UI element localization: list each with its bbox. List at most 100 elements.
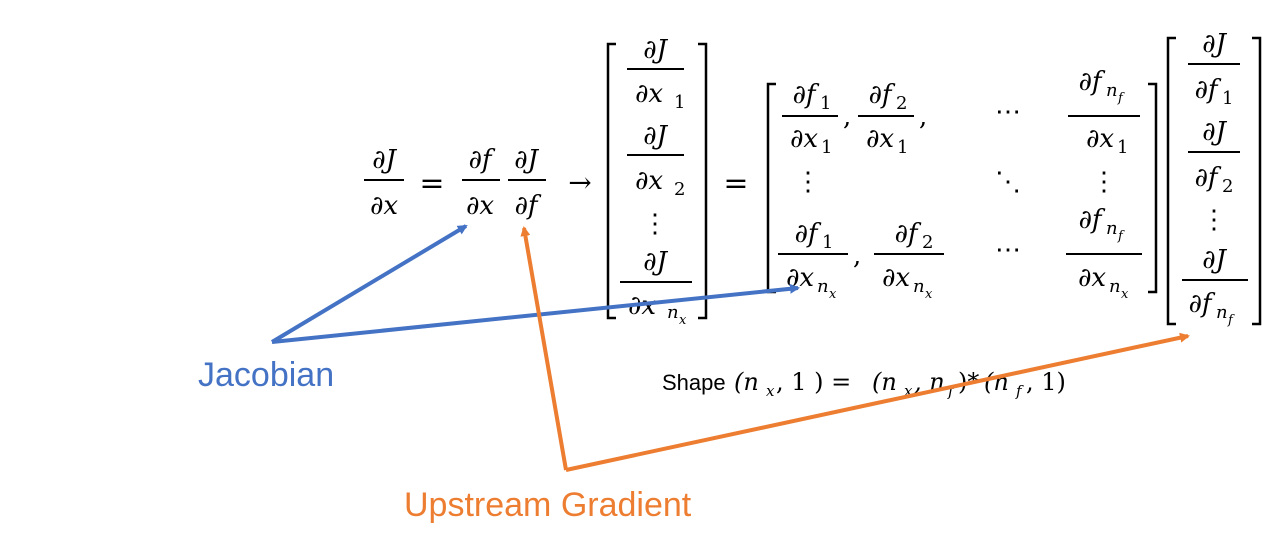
shape-word: Shape	[662, 370, 726, 395]
cell-denominator-subsub: x	[1121, 287, 1129, 302]
cell-denominator-sub: n	[1109, 276, 1121, 297]
cell-denominator-subsub: x	[829, 287, 837, 302]
entry-numerator: ∂J	[643, 247, 668, 277]
upstream-gradient-label: Upstream Gradient	[404, 486, 692, 524]
entry-denominator: ∂f	[1194, 163, 1221, 193]
result-vector: ∂J ∂x 1 ∂J ∂x 2 ⋮ ∂J ∂x n x	[606, 35, 708, 328]
cell-denominator-sub: 1	[1117, 137, 1128, 158]
cell-denominator-sub: 1	[821, 137, 832, 158]
jacobian-r3cn: ∂f n f ∂x n x	[1066, 205, 1142, 302]
cell-denominator: ∂x	[866, 124, 894, 154]
jacobian-arrow-to-dfdx	[270, 224, 468, 344]
shape-m1-sub1: x	[904, 382, 913, 400]
entry-subscript: n	[1216, 302, 1228, 323]
upstream-arrow-to-vector	[565, 332, 1190, 472]
entry-numerator: ∂J	[643, 121, 668, 151]
gradient-entry-1: ∂J ∂f 1	[1188, 29, 1240, 109]
entry-numerator: ∂J	[643, 35, 668, 65]
entry-denominator: ∂x	[635, 79, 663, 109]
vertical-dots: ⋮	[1091, 167, 1117, 197]
right-bracket	[698, 42, 708, 320]
lhs-expression: ∂J ∂x = ∂f ∂x ∂J ∂f →	[364, 145, 592, 221]
arrow-symbol: →	[568, 166, 591, 199]
comma: ,	[919, 102, 927, 132]
entry-subsubscript: f	[1227, 313, 1235, 328]
entry-denominator: ∂f	[1188, 289, 1215, 319]
entry-denominator: ∂x	[635, 166, 663, 196]
jacobian-matrix: ∂f 1 ∂x 1 , ∂f 2 ∂x 1 , ⋯ ∂f n f ∂x 1 ⋮ …	[766, 67, 1158, 302]
frac-numerator: ∂f	[468, 145, 495, 175]
cell-denominator-sub: 1	[897, 137, 908, 158]
cell-numerator: ∂f	[1078, 205, 1105, 235]
cell-numerator: ∂f	[792, 80, 819, 110]
equals-sign-2: =	[723, 166, 748, 201]
jacobian-r1c1: ∂f 1 ∂x 1	[782, 80, 838, 158]
entry-numerator: ∂J	[1202, 117, 1227, 147]
right-bracket	[1252, 36, 1262, 326]
upstream-arrow-to-dJdf	[520, 226, 568, 471]
horizontal-dots: ⋯	[995, 97, 1021, 127]
jacobian-r3c1: ∂f 1 ∂x n x	[778, 219, 848, 302]
cell-numerator-sub: 2	[922, 232, 933, 253]
jacobian-r1c2: ∂f 2 ∂x 1	[858, 80, 914, 158]
shape-lhs-sub: x	[766, 382, 775, 400]
cell-numerator-sub: n	[1106, 218, 1118, 239]
cell-numerator: ∂f	[1078, 67, 1105, 97]
gradient-vector: ∂J ∂f 1 ∂J ∂f 2 ⋮ ∂J ∂f n f	[1166, 29, 1262, 328]
shape-m2-sub: f	[1015, 382, 1024, 400]
shape-lhs-open: (n	[734, 368, 759, 396]
entry-numerator: ∂J	[1202, 29, 1227, 59]
vertical-dots: ⋮	[642, 209, 668, 239]
entry-numerator: ∂J	[1202, 245, 1227, 275]
right-bracket	[1148, 82, 1158, 294]
cell-denominator-subsub: x	[925, 287, 933, 302]
jacobian-arrow-to-matrix	[271, 283, 800, 344]
left-bracket	[606, 42, 616, 320]
cell-denominator: ∂x	[882, 263, 910, 293]
entry-subscript: 2	[674, 179, 685, 200]
frac-numerator: ∂J	[514, 145, 539, 175]
left-bracket	[1166, 36, 1176, 326]
jacobian-r3c2: ∂f 2 ∂x n x	[874, 219, 944, 302]
result-entry-2: ∂J ∂x 2	[627, 121, 685, 200]
cell-denominator: ∂x	[1086, 124, 1114, 154]
gradient-entry-n: ∂J ∂f n f	[1182, 245, 1248, 328]
frac-numerator: ∂J	[372, 145, 397, 175]
cell-numerator-sub: 2	[896, 93, 907, 114]
cell-numerator-subsub: f	[1117, 229, 1125, 244]
vertical-dots: ⋮	[795, 167, 821, 197]
cell-numerator-sub: 1	[822, 232, 833, 253]
cell-numerator: ∂f	[894, 219, 921, 249]
horizontal-dots: ⋯	[995, 235, 1021, 265]
frac-denominator: ∂f	[514, 191, 541, 221]
jacobian-label: Jacobian	[198, 356, 334, 394]
cell-denominator-sub: n	[817, 276, 829, 297]
frac-denominator: ∂x	[370, 191, 398, 221]
cell-denominator-sub: n	[913, 276, 925, 297]
upstream-arrows	[520, 226, 1190, 472]
jacobian-arrows	[270, 224, 800, 344]
equals-sign: =	[419, 166, 444, 201]
entry-denominator: ∂f	[1194, 75, 1221, 105]
fraction-dJ-df: ∂J ∂f	[508, 145, 546, 221]
cell-numerator: ∂f	[868, 80, 895, 110]
shape-m2-close: , 1)	[1026, 368, 1066, 396]
result-entry-1: ∂J ∂x 1	[627, 35, 685, 113]
comma: ,	[853, 241, 861, 271]
shape-equation: Shape (n x , 1 ) = (n x , n f )* (n f , …	[662, 368, 1066, 400]
gradient-entry-2: ∂J ∂f 2	[1188, 117, 1240, 197]
entry-subscript: 1	[1222, 88, 1233, 109]
result-entry-n: ∂J ∂x n x	[620, 247, 692, 328]
comma: ,	[843, 102, 851, 132]
entry-subscript: 2	[1222, 176, 1233, 197]
shape-m2-open: (n	[984, 368, 1009, 396]
frac-denominator: ∂x	[466, 191, 494, 221]
cell-denominator: ∂x	[790, 124, 818, 154]
cell-numerator-sub: 1	[820, 93, 831, 114]
cell-denominator: ∂x	[1078, 263, 1106, 293]
entry-subsubscript: x	[679, 313, 687, 328]
cell-numerator-sub: n	[1106, 80, 1118, 101]
fraction-df-dx: ∂f ∂x	[462, 145, 500, 221]
